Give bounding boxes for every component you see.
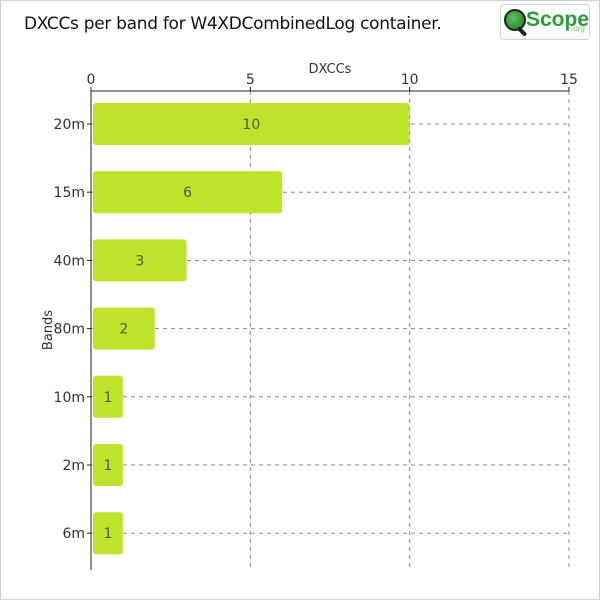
bar-value-label: 2 (119, 322, 128, 338)
qscope-logo: Scope .org (500, 4, 590, 40)
logo-suffix: .org (571, 24, 585, 33)
x-tick-label: 5 (246, 72, 255, 88)
bar (93, 239, 187, 282)
bar-value-label: 1 (103, 526, 112, 542)
x-tick-label: 0 (87, 72, 96, 88)
y-tick-label: 20m (54, 117, 85, 133)
x-tick-label: 10 (401, 72, 419, 88)
bar-value-label: 6 (183, 185, 192, 201)
bar (93, 512, 123, 555)
bar-value-label: 1 (103, 390, 112, 406)
y-tick-label: 40m (54, 253, 85, 269)
logo-text: Scope (526, 8, 590, 31)
x-tick-label: 15 (560, 72, 578, 88)
bar-value-label: 10 (242, 117, 260, 133)
y-tick-label: 10m (54, 390, 85, 406)
y-tick-label: 6m (62, 526, 85, 542)
chart-title: DXCCs per band for W4XDCombinedLog conta… (24, 14, 442, 34)
bars-layer: 10 6 3 2 1 1 1 (93, 103, 410, 555)
bar-value-label: 1 (103, 458, 112, 474)
bar-value-label: 3 (135, 253, 144, 269)
bar (93, 444, 123, 486)
y-axis-label: Bands (41, 310, 56, 350)
bar (93, 375, 123, 418)
y-tick-label: 80m (54, 322, 85, 338)
grid-layer (91, 91, 570, 570)
x-axis-label: DXCCs (309, 62, 352, 77)
y-tick-label: 2m (62, 458, 85, 474)
bar (93, 171, 283, 214)
bar (93, 307, 155, 350)
y-tick-label: 15m (54, 185, 85, 201)
magnifier-globe-icon (504, 9, 526, 31)
axis-layer: DXCCs Bands 20m 15m 40m 80m 10m 2m 6m 0 5 10 15 (41, 62, 578, 570)
bar (93, 103, 410, 145)
